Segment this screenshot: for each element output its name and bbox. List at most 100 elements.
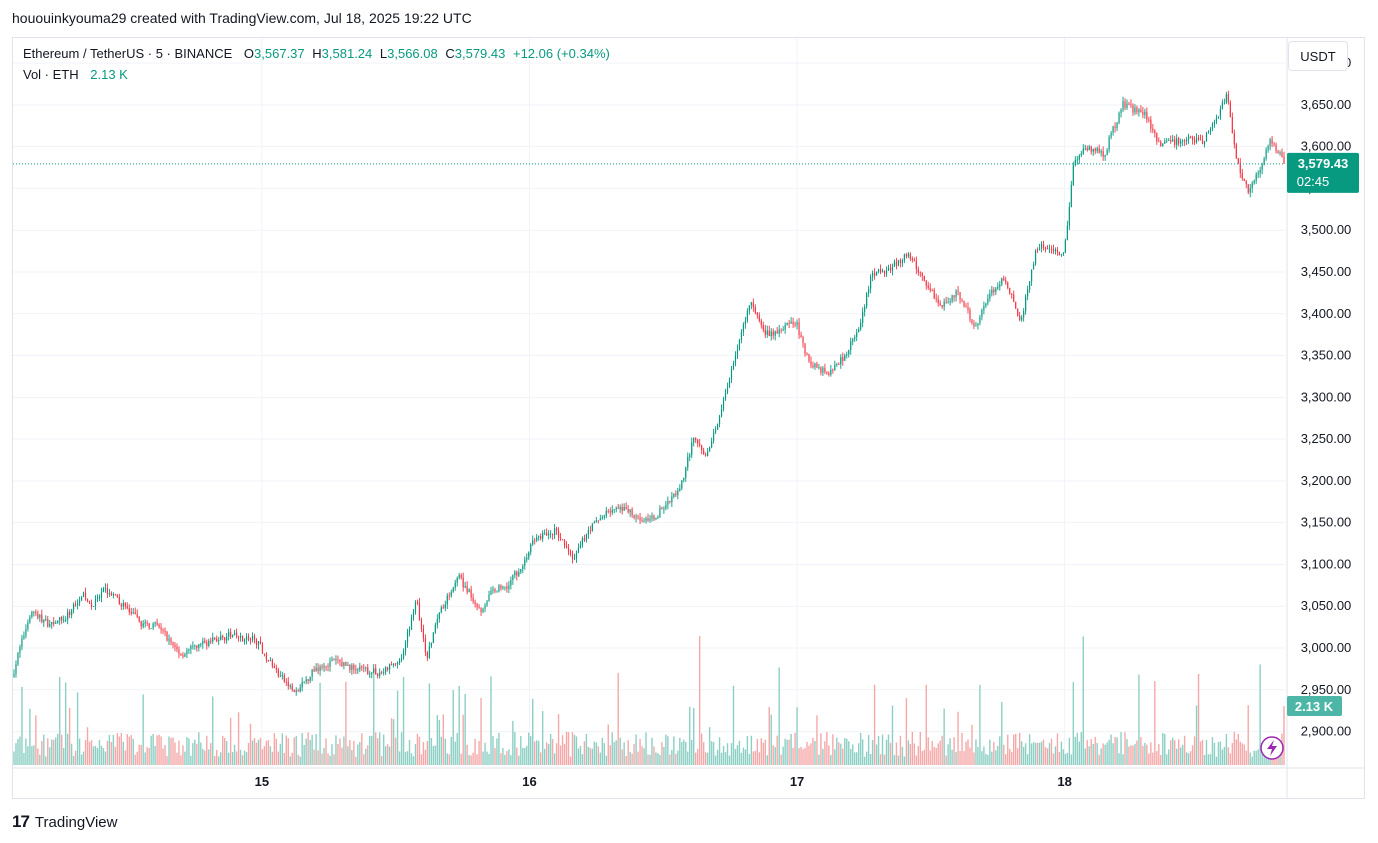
volume-bar — [1104, 744, 1106, 765]
volume-bar — [1207, 754, 1210, 765]
volume-bar — [1223, 746, 1226, 765]
candle-body — [526, 557, 528, 560]
lightning-glyph — [1267, 740, 1277, 756]
volume-bar — [696, 748, 699, 765]
volume-bar — [627, 740, 629, 765]
candle-body — [712, 432, 715, 442]
candle-body — [730, 368, 733, 380]
volume-bar — [390, 718, 393, 765]
candle-body — [319, 666, 321, 671]
candle-body — [406, 632, 409, 644]
candle-body — [369, 673, 371, 675]
volume-bar — [726, 743, 729, 765]
candle-body — [150, 628, 152, 629]
volume-bar — [1231, 742, 1234, 765]
volume-bar — [192, 743, 194, 765]
volume-bar — [70, 743, 73, 765]
candle-body — [1082, 148, 1084, 154]
volume-bar — [1213, 742, 1216, 765]
volume-bar — [116, 733, 119, 765]
volume-bar — [639, 738, 641, 765]
candle-body — [365, 667, 367, 669]
volume-bar — [768, 706, 770, 765]
candle-body — [937, 298, 939, 304]
volume-bar — [204, 750, 206, 765]
volume-bar — [418, 736, 421, 765]
volume-bar — [66, 733, 69, 765]
candle-body — [887, 267, 890, 271]
volume-label[interactable]: Vol · ETH — [23, 67, 79, 82]
volume-bar — [1144, 742, 1146, 765]
volume-bar — [1064, 753, 1067, 765]
candle-body — [327, 666, 329, 668]
candle-body — [1096, 148, 1098, 152]
candle-body — [51, 621, 53, 625]
volume-bar — [43, 734, 45, 765]
volume-bar — [317, 750, 319, 765]
candle-body — [343, 662, 345, 666]
candle-body — [997, 286, 999, 289]
volume-bar — [1130, 745, 1132, 765]
candle-body — [1281, 152, 1283, 157]
volume-bar — [1209, 754, 1212, 765]
volume-bar — [983, 746, 985, 765]
candle-body — [416, 601, 419, 603]
symbol-title[interactable]: Ethereum / TetherUS · 5 · BINANCE — [23, 46, 233, 61]
candle-body — [309, 676, 311, 681]
volume-bar — [577, 748, 580, 765]
candle-body — [210, 640, 212, 642]
candle-body — [532, 540, 534, 545]
volume-bar — [591, 748, 594, 765]
candle-body — [1142, 111, 1144, 116]
candle-body — [1164, 141, 1166, 144]
candle-body — [325, 665, 327, 667]
candle-body — [691, 442, 693, 456]
candle-body — [641, 520, 643, 522]
volume-bar — [458, 685, 460, 765]
candle-body — [1172, 139, 1174, 142]
y-tick-label: 3,400.00 — [1301, 306, 1352, 321]
volume-bar — [335, 735, 337, 765]
volume-bar — [271, 751, 274, 765]
candle-body — [981, 309, 983, 318]
candle-body — [995, 288, 997, 293]
volume-bar — [1036, 742, 1039, 765]
volume-bar — [446, 753, 448, 765]
volume-bar — [476, 754, 478, 765]
candle-body — [766, 330, 768, 335]
volume-bar — [1265, 756, 1267, 765]
volume-bar — [524, 747, 526, 765]
candle-body — [385, 667, 387, 673]
volume-bar — [702, 742, 705, 765]
volume-bar — [945, 755, 947, 765]
candle-body — [921, 272, 923, 276]
candle-body — [317, 667, 319, 671]
volume-bar — [1132, 745, 1134, 765]
volume-bar — [881, 734, 884, 765]
volume-bar — [597, 746, 600, 765]
chart-pane[interactable] — [12, 37, 1365, 799]
candle-body — [271, 659, 273, 667]
volume-bar — [416, 733, 419, 765]
volume-bar — [979, 684, 981, 765]
candle-body — [1189, 136, 1192, 138]
candle-body — [585, 534, 587, 541]
volume-bar — [289, 756, 291, 765]
tradingview-brand[interactable]: 17 TradingView — [12, 812, 117, 832]
volume-bar — [633, 744, 635, 765]
candle-body — [1114, 126, 1116, 129]
volume-bar — [1203, 755, 1206, 765]
candle-body — [216, 638, 218, 642]
volume-bar — [939, 740, 941, 765]
candle-body — [1201, 140, 1204, 145]
volume-bar — [430, 737, 433, 765]
candle-body — [1229, 102, 1231, 118]
candle-body — [438, 612, 440, 620]
volume-bar — [382, 734, 385, 765]
volume-bar — [794, 732, 796, 765]
candle-body — [889, 267, 892, 271]
currency-button[interactable]: USDT — [1288, 41, 1348, 71]
volume-bar — [200, 742, 202, 765]
candle-body — [389, 664, 391, 670]
